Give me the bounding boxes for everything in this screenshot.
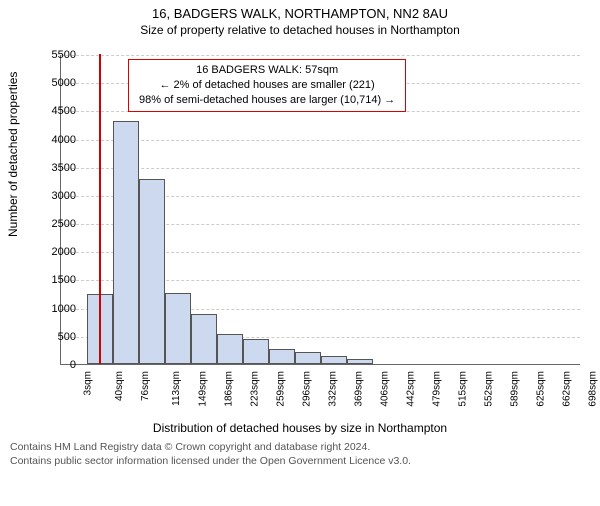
x-tick-label: 76sqm — [140, 371, 151, 401]
x-tick-label: 552sqm — [484, 371, 495, 407]
grid-line — [61, 55, 580, 56]
x-tick-label: 259sqm — [276, 371, 287, 407]
y-axis-label: Number of detached properties — [6, 72, 20, 237]
y-tick-label: 4500 — [42, 105, 76, 117]
attribution-line: Contains HM Land Registry data © Crown c… — [10, 441, 590, 455]
plot-area: Number of detached properties Distributi… — [0, 37, 600, 437]
chart-title: 16, BADGERS WALK, NORTHAMPTON, NN2 8AU — [0, 6, 600, 21]
x-tick-label: 442sqm — [406, 371, 417, 407]
info-box: 16 BADGERS WALK: 57sqm← 2% of detached h… — [128, 59, 406, 112]
x-tick-label: 113sqm — [171, 371, 182, 406]
y-tick-label: 2500 — [42, 218, 76, 230]
x-tick-label: 479sqm — [432, 371, 443, 407]
info-box-line: 16 BADGERS WALK: 57sqm — [139, 63, 395, 78]
histogram-bar — [165, 293, 191, 364]
histogram-bar — [269, 349, 295, 364]
attribution-text: Contains HM Land Registry data © Crown c… — [0, 437, 600, 468]
x-tick-label: 332sqm — [328, 371, 339, 407]
x-tick-label: 40sqm — [114, 371, 125, 401]
histogram-bar — [321, 356, 347, 364]
x-tick-label: 662sqm — [562, 371, 573, 407]
x-tick-label: 296sqm — [302, 371, 313, 407]
chart-subtitle: Size of property relative to detached ho… — [0, 23, 600, 37]
info-box-line: ← 2% of detached houses are smaller (221… — [139, 78, 395, 93]
histogram-bar — [139, 179, 165, 364]
histogram-bar — [113, 121, 139, 364]
y-tick-label: 1000 — [42, 303, 76, 315]
y-tick-label: 4000 — [42, 134, 76, 146]
x-tick-label: 698sqm — [588, 371, 599, 407]
y-tick-label: 3500 — [42, 162, 76, 174]
attribution-line: Contains public sector information licen… — [10, 455, 590, 469]
histogram-bar — [191, 314, 217, 364]
x-tick-label: 223sqm — [250, 371, 261, 407]
x-tick-label: 589sqm — [510, 371, 521, 407]
histogram-bar — [295, 352, 321, 364]
y-tick-label: 2000 — [42, 246, 76, 258]
x-tick-label: 149sqm — [198, 371, 209, 407]
x-tick-label: 186sqm — [224, 371, 235, 407]
x-tick-label: 3sqm — [82, 371, 93, 395]
histogram-bar — [217, 334, 243, 364]
y-tick-label: 5000 — [42, 77, 76, 89]
x-tick-label: 515sqm — [458, 371, 469, 407]
info-box-line: 98% of semi-detached houses are larger (… — [139, 93, 395, 108]
histogram-bar — [347, 359, 373, 364]
x-axis-label: Distribution of detached houses by size … — [0, 421, 600, 435]
y-tick-label: 5500 — [42, 49, 76, 61]
y-tick-label: 3000 — [42, 190, 76, 202]
reference-line — [99, 54, 101, 364]
histogram-bar — [243, 339, 269, 364]
x-tick-label: 369sqm — [354, 371, 365, 407]
x-tick-label: 406sqm — [380, 371, 391, 407]
y-tick-label: 500 — [42, 331, 76, 343]
x-tick-label: 625sqm — [536, 371, 547, 407]
y-tick-label: 0 — [42, 359, 76, 371]
y-tick-label: 1500 — [42, 274, 76, 286]
